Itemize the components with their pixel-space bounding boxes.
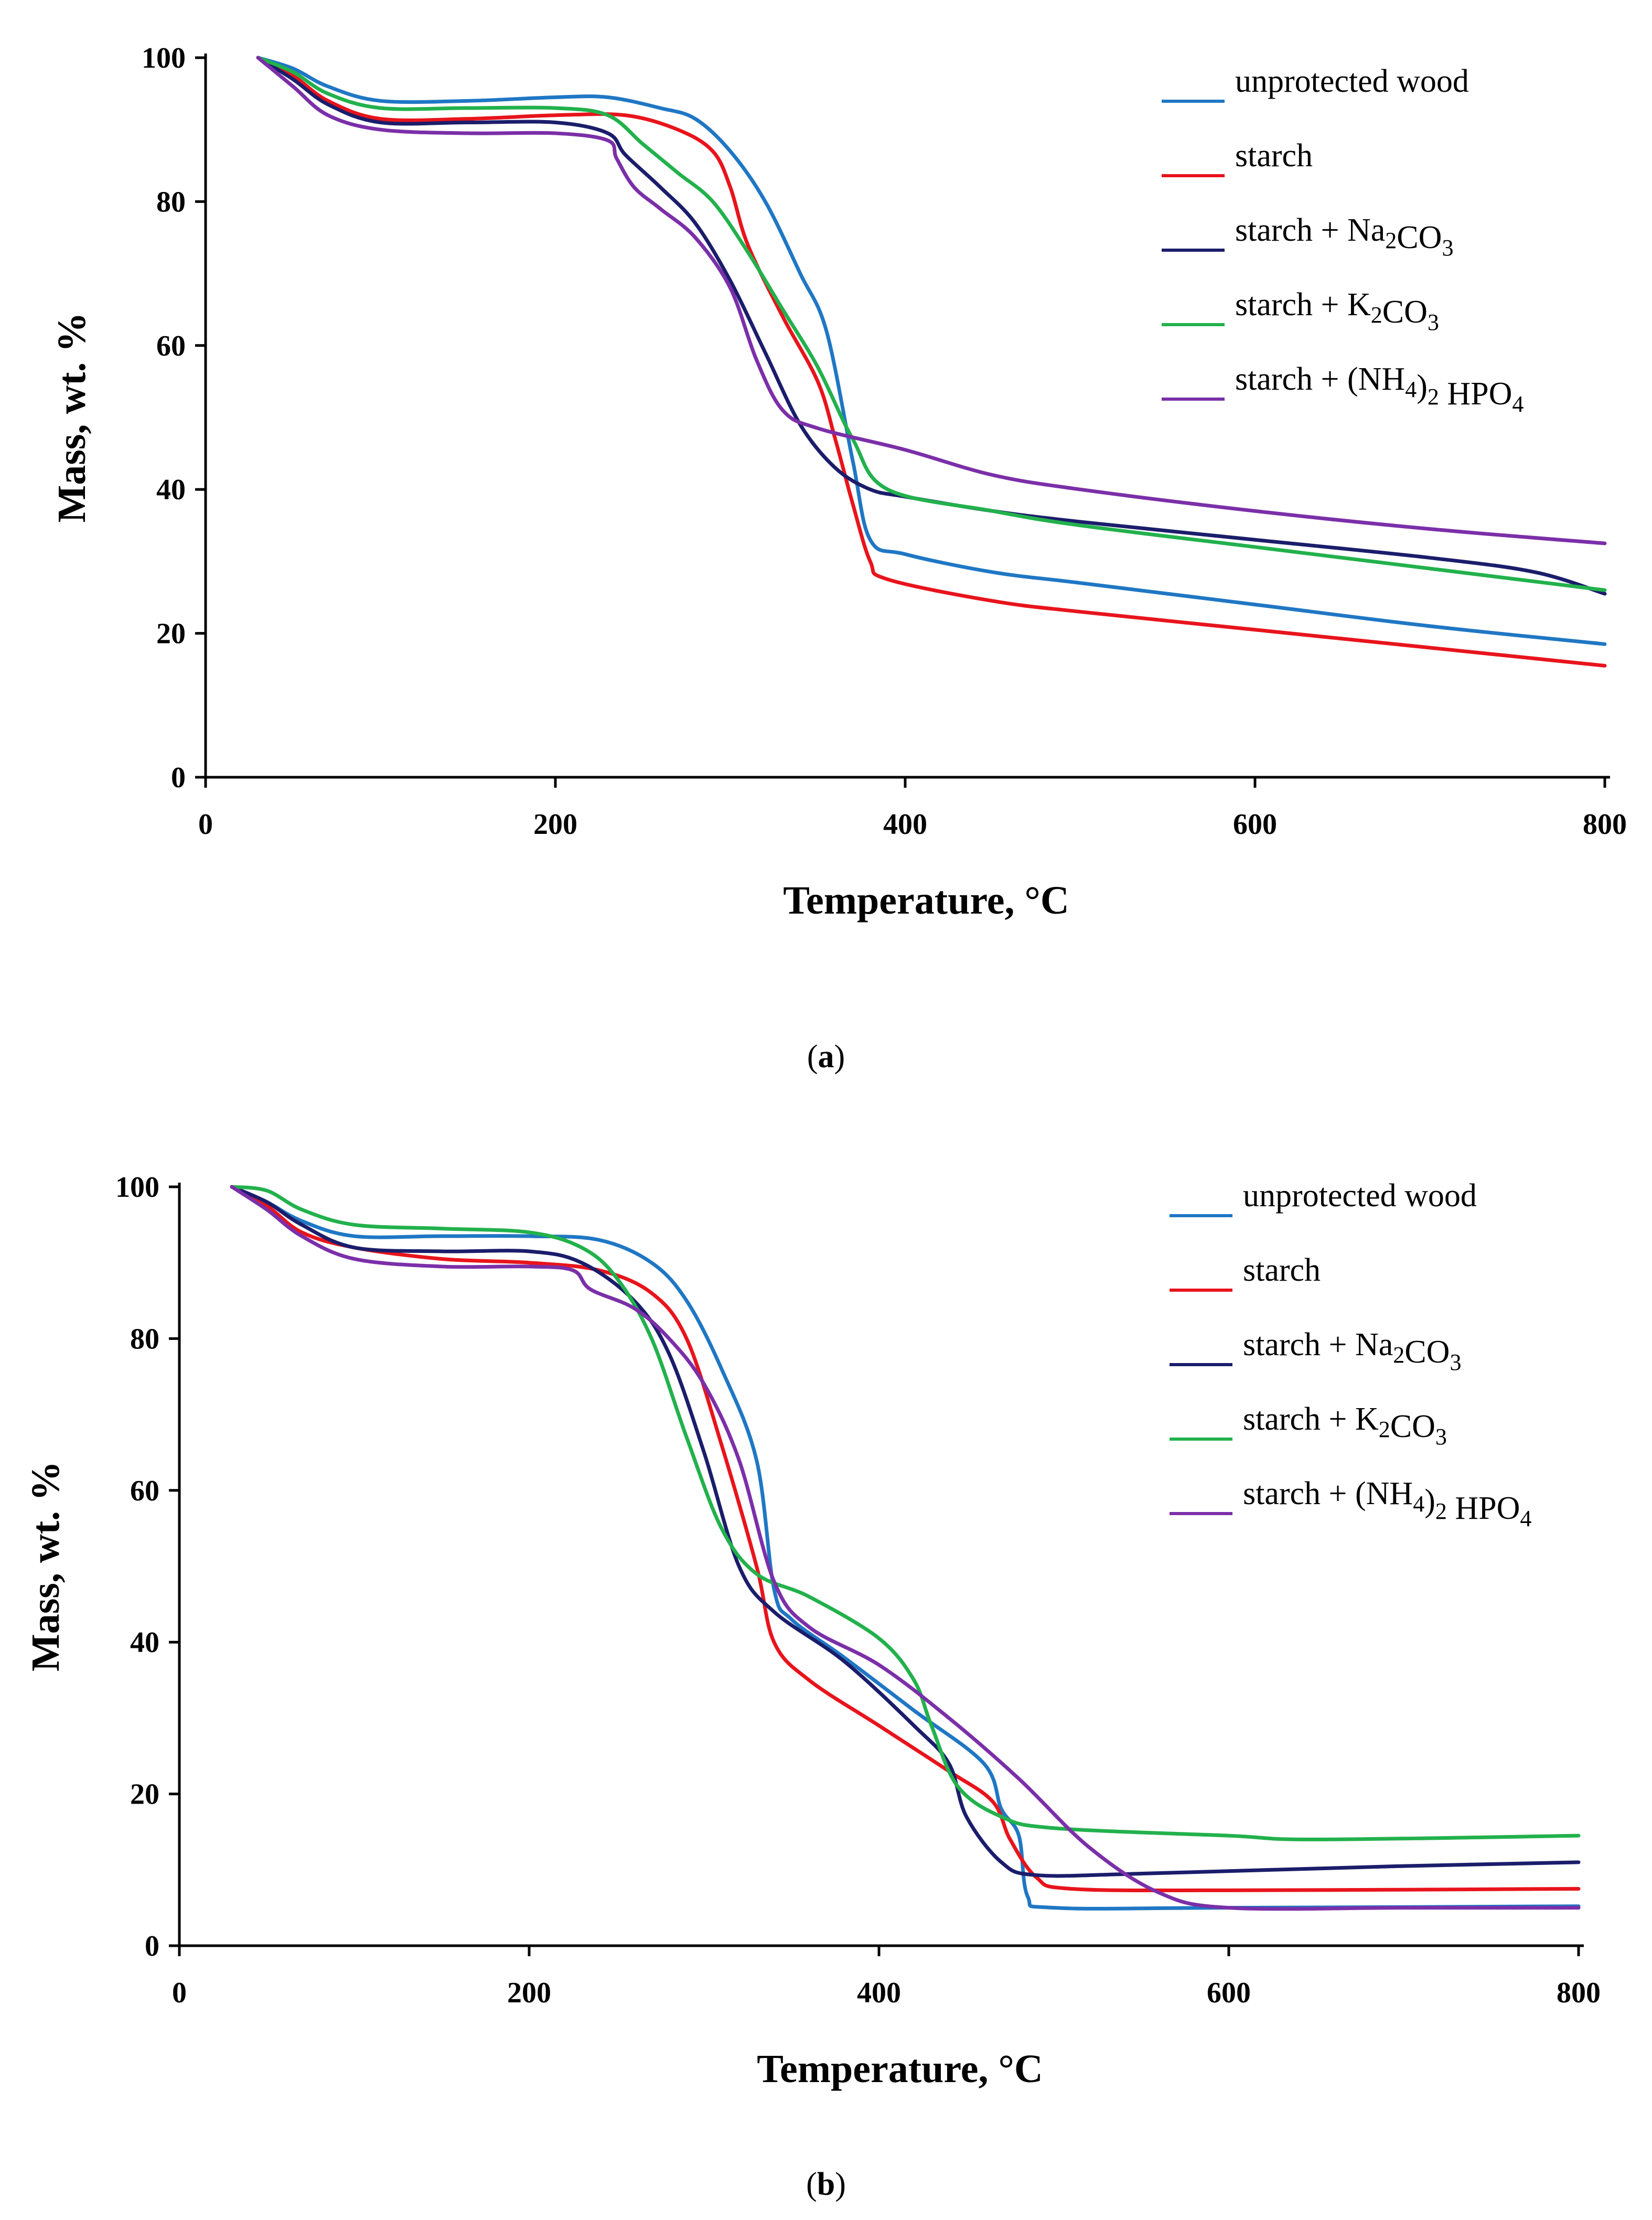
y-tick-label: 40	[156, 474, 186, 506]
panel-caption: (b)	[806, 2167, 846, 2202]
y-tick-label: 100	[142, 42, 186, 74]
legend-label: starch + Na2CO3	[1243, 1327, 1461, 1375]
legend-label: starch	[1243, 1252, 1321, 1288]
x-tick-label: 0	[172, 1977, 187, 2009]
x-tick-label: 600	[1207, 1977, 1251, 2009]
series-line	[230, 1185, 1581, 1893]
y-axis-title: Mass, wt. %	[24, 1461, 68, 1671]
legend-label: starch + K2CO3	[1243, 1401, 1447, 1450]
y-axis-title: Mass, wt. %	[50, 312, 94, 522]
legend-label: unprotected wood	[1235, 63, 1469, 99]
series-line	[256, 56, 1607, 596]
x-tick-label: 400	[883, 808, 927, 841]
x-tick-label: 800	[1583, 808, 1627, 841]
x-tick-label: 800	[1557, 1977, 1601, 2009]
legend-label: starch	[1235, 138, 1313, 174]
y-tick-label: 100	[115, 1171, 159, 1204]
series-line	[230, 1185, 1581, 1911]
caption-paren-open: (	[807, 1039, 818, 1075]
caption-letter: b	[817, 2167, 835, 2202]
legend-label: starch + (NH4)2 HPO4	[1235, 361, 1524, 417]
caption-paren-close: )	[835, 2167, 846, 2202]
x-tick-label: 200	[533, 808, 577, 841]
series-line	[230, 1185, 1581, 1878]
series-line	[230, 1185, 1581, 1841]
series-line	[256, 56, 1607, 592]
legend-label: starch + (NH4)2 HPO4	[1243, 1476, 1531, 1531]
y-tick-label: 0	[145, 1930, 159, 1962]
y-tick-label: 80	[130, 1323, 159, 1355]
caption-letter: a	[818, 1039, 834, 1075]
chart-panel-b: 0 20 40 60 80 100 0 200 400 600 800 Temperature, °C…	[24, 1171, 1601, 2202]
x-tick-label: 600	[1233, 808, 1277, 841]
legend-label: starch + K2CO3	[1235, 287, 1439, 335]
x-tick-label: 200	[507, 1977, 551, 2009]
y-tick-label: 0	[171, 762, 186, 794]
series-line	[256, 56, 1607, 646]
y-tick-label: 20	[156, 618, 186, 650]
panel-caption: (a)	[807, 1039, 845, 1075]
chart-panel-a: 0 20 40 60 80 100 0 200 400 600 800 Temperature, °C…	[50, 42, 1627, 1075]
series-line	[256, 56, 1607, 545]
series-line	[256, 56, 1607, 668]
caption-paren-close: )	[834, 1039, 845, 1075]
x-tick-label: 400	[857, 1977, 901, 2009]
legend-label: starch + Na2CO3	[1235, 212, 1453, 261]
y-tick-label: 60	[130, 1475, 159, 1507]
y-tick-label: 40	[130, 1626, 159, 1659]
y-tick-label: 60	[156, 330, 186, 362]
y-tick-label: 80	[156, 186, 186, 218]
x-axis-title: Temperature, °C	[783, 878, 1069, 923]
x-tick-label: 0	[198, 808, 213, 841]
y-tick-label: 20	[130, 1778, 159, 1811]
x-axis-title: Temperature, °C	[757, 2047, 1043, 2091]
series-line	[230, 1185, 1581, 1911]
caption-paren-open: (	[806, 2167, 817, 2202]
legend-label: unprotected wood	[1243, 1178, 1477, 1214]
